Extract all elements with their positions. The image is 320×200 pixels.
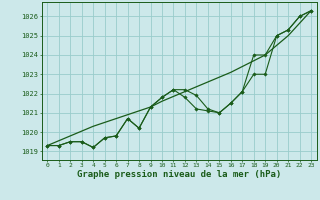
X-axis label: Graphe pression niveau de la mer (hPa): Graphe pression niveau de la mer (hPa) — [77, 170, 281, 179]
